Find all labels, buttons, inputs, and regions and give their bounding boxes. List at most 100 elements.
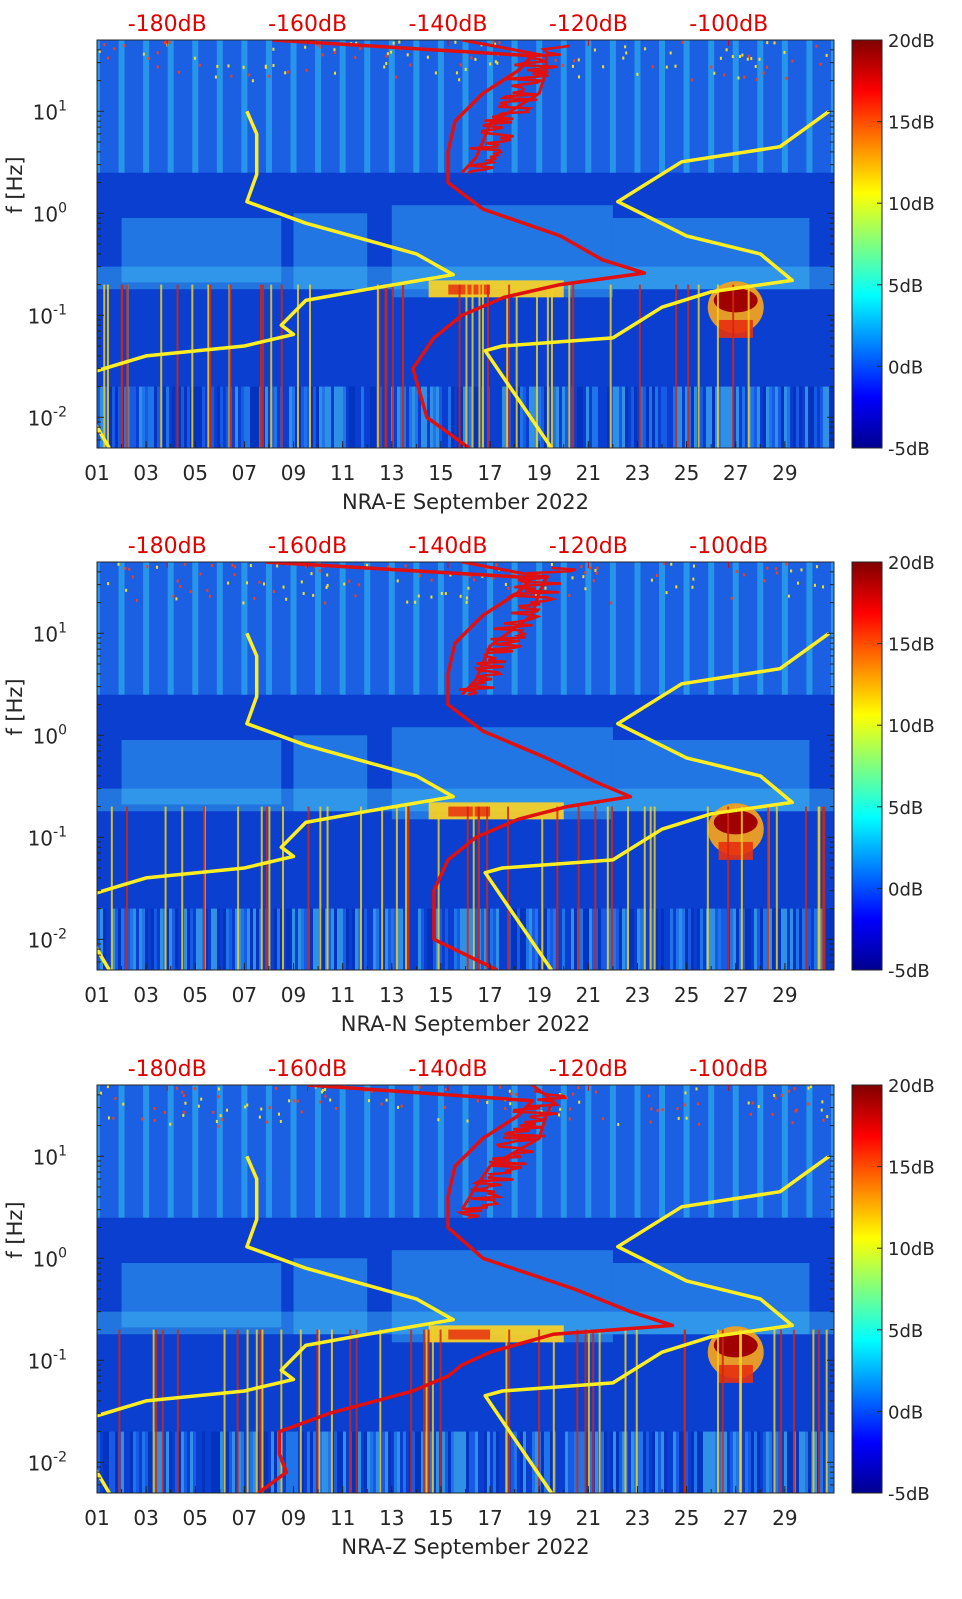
- hf-speckle: [175, 1086, 178, 1090]
- lf-column: [247, 386, 250, 448]
- lf-column: [151, 908, 154, 970]
- lf-column: [385, 908, 388, 970]
- lf-column: [595, 1431, 598, 1493]
- lf-column: [703, 908, 706, 970]
- transient-spike: [181, 806, 184, 970]
- lf-column: [679, 386, 682, 448]
- hf-speckle: [815, 565, 818, 569]
- daily-streak: [143, 562, 150, 695]
- top-db-label: -100dB: [689, 534, 768, 559]
- lf-column: [775, 1431, 778, 1493]
- x-tick-label: 25: [674, 1506, 699, 1530]
- transient-spike: [381, 806, 384, 970]
- lf-column: [709, 386, 712, 448]
- y-tick-base: 10: [33, 100, 58, 124]
- hf-speckle: [741, 53, 744, 57]
- transient-spike: [384, 284, 387, 448]
- lf-column: [544, 386, 547, 448]
- lf-column: [634, 386, 637, 448]
- hf-speckle: [592, 579, 595, 583]
- daily-streak: [634, 40, 641, 173]
- colorbar-label: 20dB: [888, 31, 935, 52]
- lf-column: [250, 1431, 253, 1493]
- lf-column: [265, 1431, 268, 1493]
- hf-speckle: [242, 601, 245, 605]
- lf-column: [712, 386, 715, 448]
- lf-column: [406, 1431, 409, 1493]
- y-tick-exponent: -2: [53, 404, 67, 420]
- hf-speckle: [335, 1106, 338, 1110]
- y-tick-exponent: -2: [53, 1449, 67, 1465]
- hf-speckle: [217, 1095, 220, 1099]
- hf-speckle: [246, 1103, 249, 1107]
- transient-spike: [535, 284, 538, 448]
- daily-streak: [659, 562, 666, 695]
- lf-column: [574, 1431, 577, 1493]
- hf-speckle: [221, 1118, 224, 1122]
- daily-streak: [290, 1085, 297, 1218]
- lf-column: [298, 386, 301, 448]
- lf-column: [730, 386, 733, 448]
- daily-streak: [97, 40, 100, 173]
- microseism-peak-core: [448, 284, 491, 295]
- transient-spike: [508, 284, 511, 448]
- lf-column: [502, 386, 505, 448]
- spectrogram-panel-e: 01 03 05 07 09 11 13 15 17 19 21 23 25 27 2910110010-1…: [3, 12, 935, 514]
- lf-column: [484, 908, 487, 970]
- hf-speckle: [758, 57, 761, 61]
- lf-column: [373, 908, 376, 970]
- top-db-label: -160dB: [268, 534, 347, 559]
- lf-column: [250, 386, 253, 448]
- hf-speckle: [578, 75, 581, 79]
- transient-spike: [160, 284, 163, 448]
- lf-column: [718, 386, 721, 448]
- lf-column: [400, 1431, 403, 1493]
- hf-speckle: [594, 568, 597, 572]
- lf-column: [505, 908, 508, 970]
- lf-column: [676, 1431, 679, 1493]
- hf-speckle: [499, 1085, 502, 1089]
- hf-speckle: [562, 63, 565, 67]
- lf-column: [358, 386, 361, 448]
- hf-speckle: [797, 581, 800, 585]
- top-db-label: -140dB: [408, 1057, 487, 1082]
- lf-column: [619, 386, 622, 448]
- lf-column: [628, 386, 631, 448]
- colorbar-label: 10dB: [888, 716, 935, 737]
- lf-column: [391, 1431, 394, 1493]
- hf-speckle: [807, 1102, 810, 1106]
- lf-column: [127, 908, 130, 970]
- lf-column: [568, 1431, 571, 1493]
- lf-column: [109, 386, 112, 448]
- x-tick-label: 25: [674, 461, 699, 485]
- lf-column: [568, 908, 571, 970]
- lf-column: [532, 1431, 535, 1493]
- hf-speckle: [208, 594, 211, 598]
- lf-column: [496, 1431, 499, 1493]
- transient-spike: [481, 284, 484, 448]
- hf-speckle: [358, 583, 361, 587]
- colorbar: 20dB 15dB 10dB 5dB 0dB -5dB: [851, 553, 935, 982]
- lf-column: [796, 1431, 799, 1493]
- hf-speckle: [765, 65, 768, 69]
- lf-column: [745, 908, 748, 970]
- lf-column: [217, 386, 220, 448]
- lf-column: [730, 1431, 733, 1493]
- lf-column: [304, 1431, 307, 1493]
- lf-column: [772, 908, 775, 970]
- lf-column: [325, 386, 328, 448]
- lf-column: [493, 908, 496, 970]
- lf-column: [190, 908, 193, 970]
- lf-column: [718, 908, 721, 970]
- transient-spike: [739, 1329, 742, 1493]
- x-axis-title: NRA-N September 2022: [341, 1012, 591, 1036]
- lf-column: [292, 1431, 295, 1493]
- hf-speckle: [155, 565, 158, 569]
- lf-column: [310, 908, 313, 970]
- transient-spike: [627, 806, 630, 970]
- transient-spike: [550, 284, 553, 448]
- hf-speckle: [819, 62, 822, 66]
- overlay-curves: [97, 1085, 831, 1493]
- lf-column: [277, 1431, 280, 1493]
- hf-speckle: [434, 71, 437, 75]
